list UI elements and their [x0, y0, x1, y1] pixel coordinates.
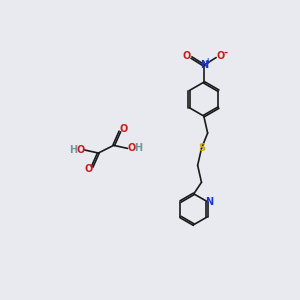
Text: H: H [134, 143, 142, 153]
Text: O: O [120, 124, 128, 134]
Text: O: O [217, 51, 225, 61]
Text: O: O [84, 164, 92, 174]
Text: S: S [198, 143, 205, 153]
Text: +: + [205, 57, 211, 66]
Text: O: O [183, 51, 191, 61]
Text: N: N [206, 196, 214, 206]
Text: -: - [223, 48, 227, 58]
Text: N: N [200, 60, 208, 70]
Text: O: O [76, 145, 85, 155]
Text: O: O [127, 143, 136, 153]
Text: H: H [70, 145, 78, 155]
